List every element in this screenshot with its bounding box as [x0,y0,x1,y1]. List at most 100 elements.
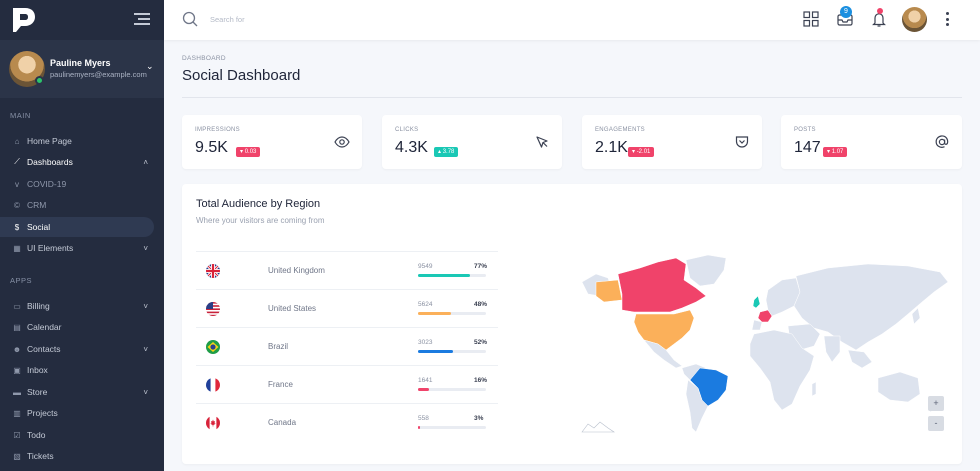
map-region-madagascar [811,381,817,397]
sidebar-item-store[interactable]: ▬ Store ˅ [0,382,154,402]
sidebar-item-label: Todo [27,430,46,440]
sidebar-item-home[interactable]: ⌂ Home Page [0,131,154,151]
sidebar-item-crm[interactable]: © CRM [0,195,154,215]
stat-change-value: 3.78 [442,149,455,155]
divider [182,97,962,98]
stat-card-impressions: IMPRESSIONS 9.5K ▾ 0.03 [182,115,362,169]
chevron-down-icon: ˅ [143,243,148,253]
progress-track [418,350,486,353]
users-icon: ☻ [12,344,22,354]
map-region-uk [752,295,761,309]
sidebar-item-label: COVID-19 [27,179,67,189]
country-name: France [268,380,293,389]
chart-line-icon: ⟋ [14,157,20,166]
canada-flag-icon [206,416,220,430]
region-row[interactable]: France 1641 16% [196,365,498,403]
stat-value: 9.5K [195,139,228,156]
sidebar-item-social[interactable]: $ Social [0,217,154,237]
online-status-dot [35,76,44,85]
visitor-count: 9549 [418,263,433,270]
chevron-down-icon[interactable]: ⌄ [146,61,154,71]
progress-bar [418,388,429,391]
sidebar: Pauline Myers paulinemyers@example.com ⌄… [0,0,164,471]
app-logo[interactable] [10,6,36,34]
world-map[interactable] [578,252,952,436]
user-email: paulinemyers@example.com [50,70,147,79]
sidebar-item-calendar[interactable]: ▤ Calendar [0,317,154,337]
sidebar-item-ui-elements[interactable]: ▦ UI Elements ˅ [0,238,154,258]
user-avatar[interactable] [902,7,927,32]
region-row[interactable]: United Kingdom 9549 77% [196,251,498,289]
stat-label: POSTS [794,127,816,133]
visitor-percent: 77% [474,263,488,270]
sidebar-item-tickets[interactable]: ▧ Tickets [0,446,154,466]
inbox-count-badge: 9 [840,6,852,18]
user-name: Pauline Myers [50,58,111,68]
virus-icon: v [15,179,19,189]
map-zoom-in-button[interactable]: + [928,396,944,411]
sidebar-item-todo[interactable]: ☑ Todo [0,425,154,445]
map-region-usa [633,309,695,351]
stat-value: 4.3K [395,139,428,156]
sidebar-item-covid[interactable]: v COVID-19 [0,174,154,194]
page-title: Social Dashboard [182,67,301,84]
search-icon[interactable] [182,11,198,27]
visitor-count: 3023 [418,339,433,346]
search-input[interactable] [210,12,410,26]
uk-flag-icon [206,264,220,278]
sidebar-item-projects[interactable]: ▥ Projects [0,403,154,423]
progress-bar [418,426,421,429]
france-flag-icon [206,378,220,392]
sidebar-item-label: Store [27,387,48,397]
sidebar-item-label: Social [27,222,51,232]
progress-track [418,312,486,315]
visitor-percent: 3% [474,415,484,422]
map-region-canada [617,257,707,313]
grid-icon: ▦ [13,243,21,253]
map-zoom-out-button[interactable]: - [928,416,944,431]
progress-track [418,388,486,391]
visitor-percent: 16% [474,377,488,384]
stat-change-value: 1.07 [831,149,844,155]
panel-title: Total Audience by Region [196,198,321,210]
ticket-icon: ▧ [13,451,21,461]
visitor-count: 1641 [418,377,433,384]
stat-label: ENGAGEMENTS [595,127,645,133]
visitor-percent: 52% [474,339,488,346]
calendar-icon: ▤ [13,322,21,332]
country-name: Canada [268,418,297,427]
panel-subtitle: Where your visitors are coming from [196,216,325,225]
audience-by-region-panel: Total Audience by Region Where your visi… [182,184,962,464]
progress-bar [418,274,471,277]
region-row[interactable]: Brazil 3023 52% [196,327,498,365]
stat-change-badge: ▾ -2.01 [628,147,655,157]
region-row[interactable]: United States 5624 48% [196,289,498,327]
map-region-antarctica [581,421,615,433]
user-profile[interactable]: Pauline Myers paulinemyers@example.com ⌄ [0,40,164,98]
sidebar-item-label: Inbox [27,365,48,375]
pocket-icon [735,136,749,148]
stat-change-value: 0.03 [244,149,257,155]
sidebar-item-contacts[interactable]: ☻ Contacts ˅ [0,339,154,359]
dollar-icon: $ [14,222,20,232]
sidebar-item-label: Projects [27,408,58,418]
stat-card-engagements: ENGAGEMENTS 2.1K ▾ -2.01 [582,115,762,169]
stat-change-badge: ▾ 1.07 [823,147,848,157]
visitor-count: 5624 [418,301,433,308]
map-region-us-west [595,279,623,303]
sidebar-item-dashboards[interactable]: ⟋ Dashboards ˄ [0,152,154,172]
map-region-europe [765,277,801,317]
sidebar-item-inbox[interactable]: ▣ Inbox [0,360,154,380]
sidebar-item-label: Home Page [27,136,72,146]
visitor-count: 558 [418,415,429,422]
country-name: United States [268,304,317,313]
more-options-icon[interactable] [946,12,950,29]
stat-card-clicks: CLICKS 4.3K ▴ 3.78 [382,115,562,169]
sidebar-item-billing[interactable]: ▭ Billing ˅ [0,296,154,316]
menu-toggle-icon[interactable] [134,13,150,25]
breadcrumb[interactable]: DASHBOARD [182,55,226,62]
progress-bar [418,350,454,353]
region-row[interactable]: Canada 558 3% [196,403,498,441]
map-region-southeast-asia [847,349,873,369]
apps-grid-icon[interactable] [802,10,820,28]
